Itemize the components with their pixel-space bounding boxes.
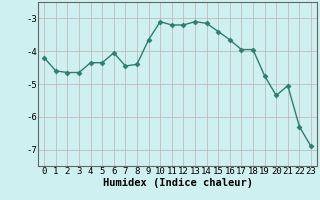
X-axis label: Humidex (Indice chaleur): Humidex (Indice chaleur) <box>103 178 252 188</box>
